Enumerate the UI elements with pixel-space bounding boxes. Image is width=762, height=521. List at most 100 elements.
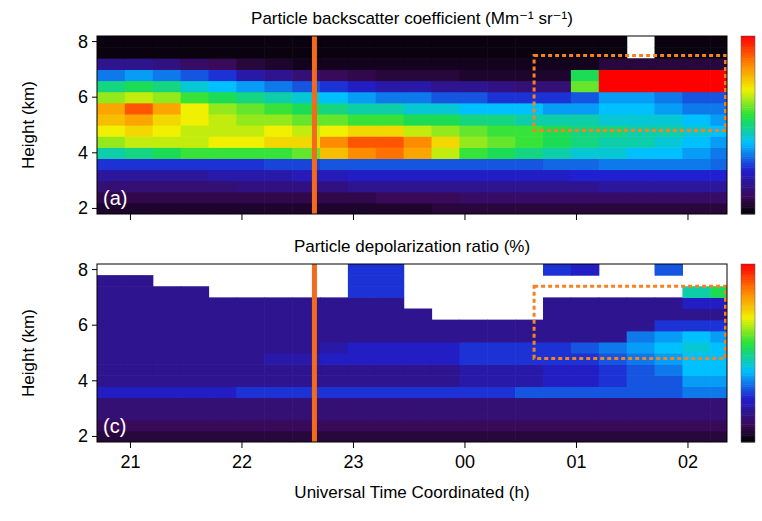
heatmap-cell <box>181 58 209 70</box>
heatmap-cell <box>97 170 125 182</box>
heatmap-cell <box>97 286 125 298</box>
heatmap-cell <box>236 203 264 214</box>
heatmap-cell <box>236 309 264 321</box>
heatmap-cell <box>153 47 181 59</box>
heatmap-cell <box>655 364 683 376</box>
heatmap-cell <box>181 203 209 214</box>
heatmap-cell <box>459 364 487 376</box>
heatmap-cell <box>599 431 627 442</box>
heatmap-cell <box>682 398 710 410</box>
heatmap-cell <box>236 103 264 115</box>
heatmap-cell <box>710 170 727 182</box>
heatmap-cell <box>320 170 348 182</box>
heatmap-cell <box>404 81 432 93</box>
heatmap-cell <box>125 297 153 309</box>
heatmap-cell <box>125 331 153 343</box>
heatmap-cell <box>404 398 432 410</box>
heatmap-cell <box>376 375 404 387</box>
panel-title: Particle backscatter coefficient (Mm⁻¹ s… <box>251 9 573 28</box>
heatmap-cell <box>459 47 487 59</box>
heatmap-cell <box>97 297 125 309</box>
heatmap-cell <box>599 92 627 104</box>
heatmap-cell <box>682 409 710 421</box>
heatmap-cell <box>655 58 683 70</box>
heatmap-cell <box>236 398 264 410</box>
heatmap-cell <box>627 420 655 432</box>
heatmap-cell <box>264 136 292 148</box>
heatmap-cell <box>543 320 571 332</box>
heatmap-cell <box>487 158 515 170</box>
heatmap-cell <box>236 331 264 343</box>
heatmap-cell <box>627 409 655 421</box>
panel-label: (a) <box>103 187 127 209</box>
heatmap-cell <box>627 364 655 376</box>
heatmap-cell <box>432 125 460 137</box>
heatmap-cell <box>682 136 710 148</box>
heatmap-cell <box>320 192 348 204</box>
heatmap-cell <box>627 69 655 81</box>
heatmap-cell <box>264 47 292 59</box>
heatmap-cell <box>655 297 683 309</box>
heatmap-cell <box>376 181 404 193</box>
heatmap-cell <box>264 114 292 126</box>
heatmap-cell <box>432 364 460 376</box>
heatmap-cell <box>571 420 599 432</box>
heatmap-cell <box>264 364 292 376</box>
heatmap-cell <box>710 398 727 410</box>
heatmap-cell <box>181 386 209 398</box>
heatmap-cell <box>320 69 348 81</box>
heatmap-cell <box>543 331 571 343</box>
heatmap-cell <box>97 125 125 137</box>
heatmap-cell <box>599 320 627 332</box>
heatmap-cell <box>209 320 237 332</box>
x-tick <box>576 442 577 448</box>
heatmap-cell <box>682 375 710 387</box>
heatmap-cell <box>459 147 487 159</box>
y-axis-title: Height (km) <box>19 309 38 397</box>
heatmap-cell <box>181 170 209 182</box>
heatmap-cell <box>682 81 710 93</box>
heatmap-cell <box>153 398 181 410</box>
heatmap-cell <box>236 36 264 48</box>
heatmap-cell <box>264 170 292 182</box>
heatmap-cell <box>487 398 515 410</box>
heatmap-cell <box>209 297 237 309</box>
heatmap-cell <box>320 364 348 376</box>
heatmap-cell <box>320 353 348 365</box>
colorbar <box>741 264 755 443</box>
heatmap-cell <box>515 125 543 137</box>
heatmap-cell <box>97 331 125 343</box>
heatmap-cell <box>320 203 348 214</box>
heatmap-cell <box>125 320 153 332</box>
y-tick-label: 4 <box>78 143 88 163</box>
heatmap-cell <box>627 375 655 387</box>
heatmap-cell <box>97 147 125 159</box>
heatmap-cell <box>515 342 543 354</box>
heatmap-cell <box>209 342 237 354</box>
heatmap-cell <box>655 170 683 182</box>
heatmap-cell <box>97 114 125 126</box>
heatmap-cell <box>209 36 237 48</box>
heatmap-cell <box>209 158 237 170</box>
heatmap-cell <box>181 114 209 126</box>
heatmap-cell <box>236 353 264 365</box>
heatmap-cell <box>599 114 627 126</box>
heatmap-cell <box>432 331 460 343</box>
heatmap-cell <box>404 309 432 321</box>
y-tick <box>92 41 97 42</box>
heatmap-cell <box>125 47 153 59</box>
heatmap-cell <box>348 309 376 321</box>
heatmap-cell <box>655 320 683 332</box>
heatmap-cell <box>655 386 683 398</box>
heatmap-cell <box>710 47 727 59</box>
heatmap-cell <box>515 192 543 204</box>
heatmap-cell <box>404 409 432 421</box>
heatmap-cell <box>487 114 515 126</box>
heatmap-cell <box>181 398 209 410</box>
heatmap-cell <box>209 125 237 137</box>
heatmap-cell <box>599 47 627 59</box>
heatmap-cell <box>125 286 153 298</box>
heatmap-cell <box>682 158 710 170</box>
heatmap-cell <box>599 420 627 432</box>
heatmap-cell <box>543 297 571 309</box>
